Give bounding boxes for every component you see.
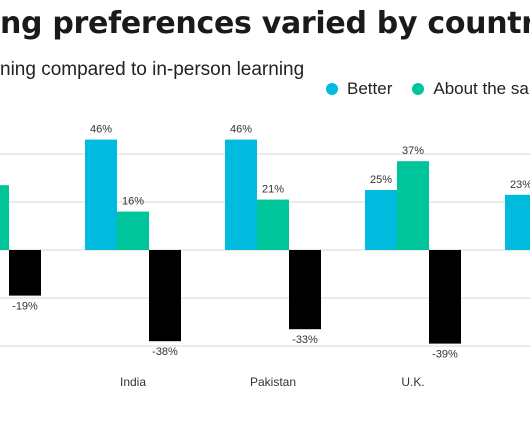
bar-better [225, 139, 257, 250]
bar-about-the-sam [117, 211, 149, 250]
data-label: 37% [402, 145, 424, 157]
data-label: 25% [370, 174, 392, 186]
legend-item-better: Better [326, 79, 392, 99]
category-label: India [120, 375, 146, 389]
bar-about-the-sam [397, 161, 429, 250]
category-label: Pakistan [250, 375, 296, 389]
bar-series-2 [149, 250, 181, 342]
legend-item-same: About the sam [412, 79, 530, 99]
bar-about-the-sam [257, 199, 289, 250]
data-label: 46% [90, 124, 112, 136]
bar-better [85, 139, 117, 250]
bar-series-2 [289, 250, 321, 330]
data-label: -19% [12, 301, 38, 313]
bar-series-2 [9, 250, 41, 296]
legend: Better About the sam [326, 79, 530, 99]
chart-title: ng preferences varied by country [0, 6, 530, 41]
data-label: 23% [510, 179, 530, 191]
data-label: 16% [122, 196, 144, 208]
data-label: 46% [230, 124, 252, 136]
legend-label-same: About the sam [433, 79, 530, 98]
category-label: U.K. [401, 375, 424, 389]
chart-subtitle: ning compared to in-person learning [0, 59, 305, 80]
bar-better [505, 194, 530, 250]
legend-swatch-better [326, 83, 338, 95]
data-label: -38% [152, 346, 178, 358]
data-label: 21% [262, 184, 284, 196]
legend-swatch-same [412, 83, 425, 95]
data-label: -39% [432, 349, 458, 361]
legend-label-better: Better [347, 79, 393, 98]
bar-better [365, 190, 397, 250]
bar-about-the-sam [0, 185, 9, 250]
data-label: -33% [292, 334, 318, 346]
bar-series-2 [429, 250, 461, 344]
